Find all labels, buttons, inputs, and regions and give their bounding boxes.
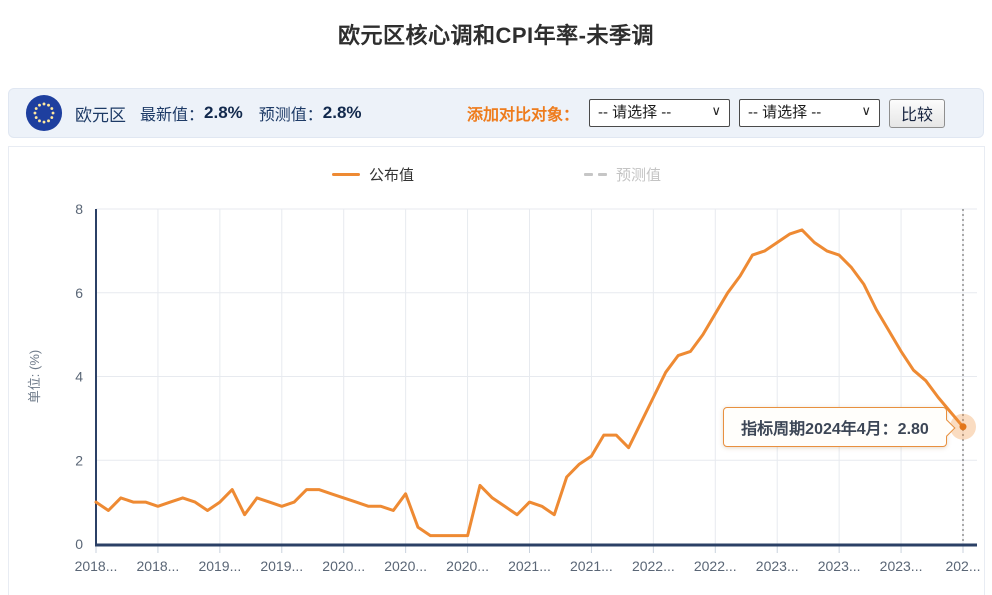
cpi-line-chart[interactable]: 0 2 4 6 8 2018... 2018... 2019... 2019... 2020...…	[9, 147, 984, 594]
compare-label: 添加对比对象：	[466, 107, 579, 124]
compare-select-1-wrap: -- 请选择 -- ∨	[588, 99, 730, 127]
svg-text:2022...: 2022...	[632, 558, 675, 574]
eu-flag-icon	[25, 94, 63, 132]
chart-legend: 公布值 预测值	[9, 164, 984, 185]
svg-text:单位: (%): 单位: (%)	[27, 350, 42, 403]
indicator-header-bar: 欧元区 最新值： 2.8% 预测值： 2.8% 添加对比对象： -- 请选择 -…	[8, 88, 984, 138]
svg-text:202...: 202...	[945, 558, 980, 574]
svg-text:2019...: 2019...	[198, 558, 241, 574]
compare-button[interactable]: 比较	[888, 98, 945, 128]
compare-select-1[interactable]: -- 请选择 --	[588, 99, 730, 127]
legend-item-published[interactable]: 公布值	[331, 164, 414, 185]
svg-text:2020...: 2020...	[384, 558, 427, 574]
svg-text:2: 2	[75, 452, 83, 468]
svg-text:2021...: 2021...	[570, 558, 613, 574]
latest-value: 2.8%	[204, 103, 243, 122]
legend-item-forecast[interactable]: 预测值	[584, 164, 661, 185]
region-name: 欧元区	[75, 105, 126, 125]
svg-text:2018...: 2018...	[137, 558, 180, 574]
compare-select-2-wrap: -- 请选择 -- ∨	[738, 99, 880, 127]
svg-text:8: 8	[75, 201, 83, 217]
compare-controls: 添加对比对象： -- 请选择 -- ∨ -- 请选择 -- ∨ 比较	[466, 98, 945, 128]
line-marker-icon	[331, 173, 360, 176]
svg-text:2023...: 2023...	[880, 558, 923, 574]
legend-label-forecast: 预测值	[616, 167, 662, 184]
svg-text:2020...: 2020...	[446, 558, 489, 574]
chart-tooltip: 指标周期2024年4月：2.80	[723, 407, 956, 447]
page-title: 欧元区核心调和CPI年率-未季调	[337, 23, 654, 48]
svg-text:2020...: 2020...	[322, 558, 365, 574]
svg-text:2023...: 2023...	[818, 558, 861, 574]
svg-text:0: 0	[75, 536, 83, 552]
forecast-value: 2.8%	[322, 103, 362, 122]
svg-text:2022...: 2022...	[694, 558, 737, 574]
chart-panel: 0 2 4 6 8 2018... 2018... 2019... 2019... 2020...…	[8, 146, 985, 595]
forecast-label: 预测值：	[258, 107, 323, 124]
svg-text:4: 4	[75, 369, 83, 385]
legend-label-published: 公布值	[368, 167, 414, 184]
tooltip-text: 指标周期2024年4月：2.80	[741, 421, 929, 438]
svg-text:2021...: 2021...	[508, 558, 551, 574]
eu-flag-stars	[33, 102, 55, 124]
latest-label: 最新值：	[140, 107, 205, 124]
svg-text:2018...: 2018...	[75, 558, 118, 574]
svg-text:6: 6	[75, 285, 83, 301]
svg-text:2023...: 2023...	[756, 558, 799, 574]
dash-marker-icon	[584, 173, 607, 176]
svg-text:2019...: 2019...	[260, 558, 303, 574]
compare-select-2[interactable]: -- 请选择 --	[738, 99, 880, 127]
